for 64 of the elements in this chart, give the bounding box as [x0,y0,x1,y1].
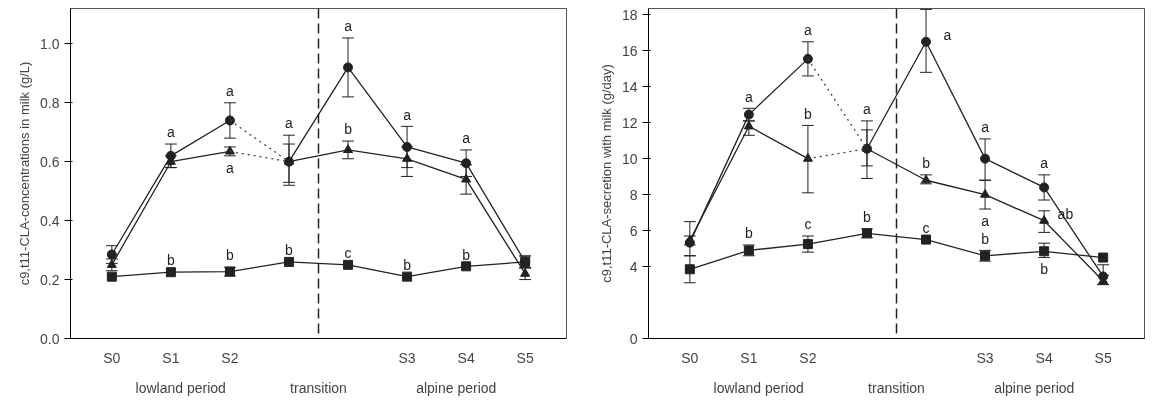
x-tick-label: S2 [799,349,817,366]
y-axis-title: c9,t11-CLA-concentrations in milk (g/L) [17,61,33,286]
y-tick-label: 4 [629,258,638,275]
text: lowland period [135,379,226,396]
data-label: a [744,88,753,105]
y-tick-label: 0 [629,330,638,347]
y-tick-label: 12 [621,114,638,131]
data-label: a [344,18,353,35]
y-tick-label: 16 [621,42,638,59]
y-tick-label: 0.4 [40,212,60,229]
data-label: a [285,115,294,132]
x-tick-label: S3 [976,349,994,366]
data-label: b [744,225,753,242]
data-label: b [403,256,412,273]
text: lowland period [713,379,804,396]
data-label: a [166,124,175,141]
data-label: a [943,26,952,43]
text: transition [868,379,925,396]
data-label: b [804,105,813,122]
data-label: b [981,230,990,247]
data-label: a [1040,155,1049,172]
y-tick-label: 14 [621,78,638,95]
data-label: c [922,219,930,236]
x-tick-label: S3 [398,349,416,366]
data-label: a [981,212,990,229]
x-tick-label: S0 [681,349,699,366]
x-tick-label: S4 [457,349,475,366]
y-tick-label: 1.0 [40,35,60,52]
text: alpine period [416,379,497,396]
data-label: b [462,246,471,263]
data-label: a [804,21,813,38]
x-tick-label: S1 [740,349,758,366]
data-label: a [226,83,235,99]
data-label: a [403,106,412,123]
x-tick-label: S1 [162,349,180,366]
x-tick-label: S2 [221,349,239,366]
text: transition [290,379,347,396]
data-label: b [226,247,235,264]
data-label: a [981,119,990,136]
data-label: a [462,130,471,147]
data-label: b [1040,261,1049,278]
y-axis-title: c9,t11-CLA-secretion with milk (g/day) [598,64,614,283]
data-label: b [922,155,931,172]
x-tick-label: S4 [1035,349,1053,366]
x-tick-label: S5 [516,349,534,366]
y-tick-label: 0.6 [40,153,60,170]
y-tick-label: 10 [621,150,638,167]
x-tick-label: S0 [103,349,121,366]
data-label: a [226,159,235,176]
data-label: b [166,252,175,269]
x-tick-label: S5 [1094,349,1112,366]
text: alpine period [994,379,1075,396]
data-label: c [804,216,812,233]
data-label: b [285,242,294,259]
data-label: b [863,209,872,226]
data-label: b [344,121,353,138]
y-tick-label: 0.0 [40,330,60,347]
y-tick-label: 0.2 [40,271,60,288]
y-tick-label: 0.8 [40,94,60,111]
y-tick-label: 6 [629,222,638,239]
data-label: c [344,245,352,262]
y-tick-label: 18 [621,6,638,23]
data-label: a [863,101,872,118]
y-tick-label: 8 [629,186,638,203]
